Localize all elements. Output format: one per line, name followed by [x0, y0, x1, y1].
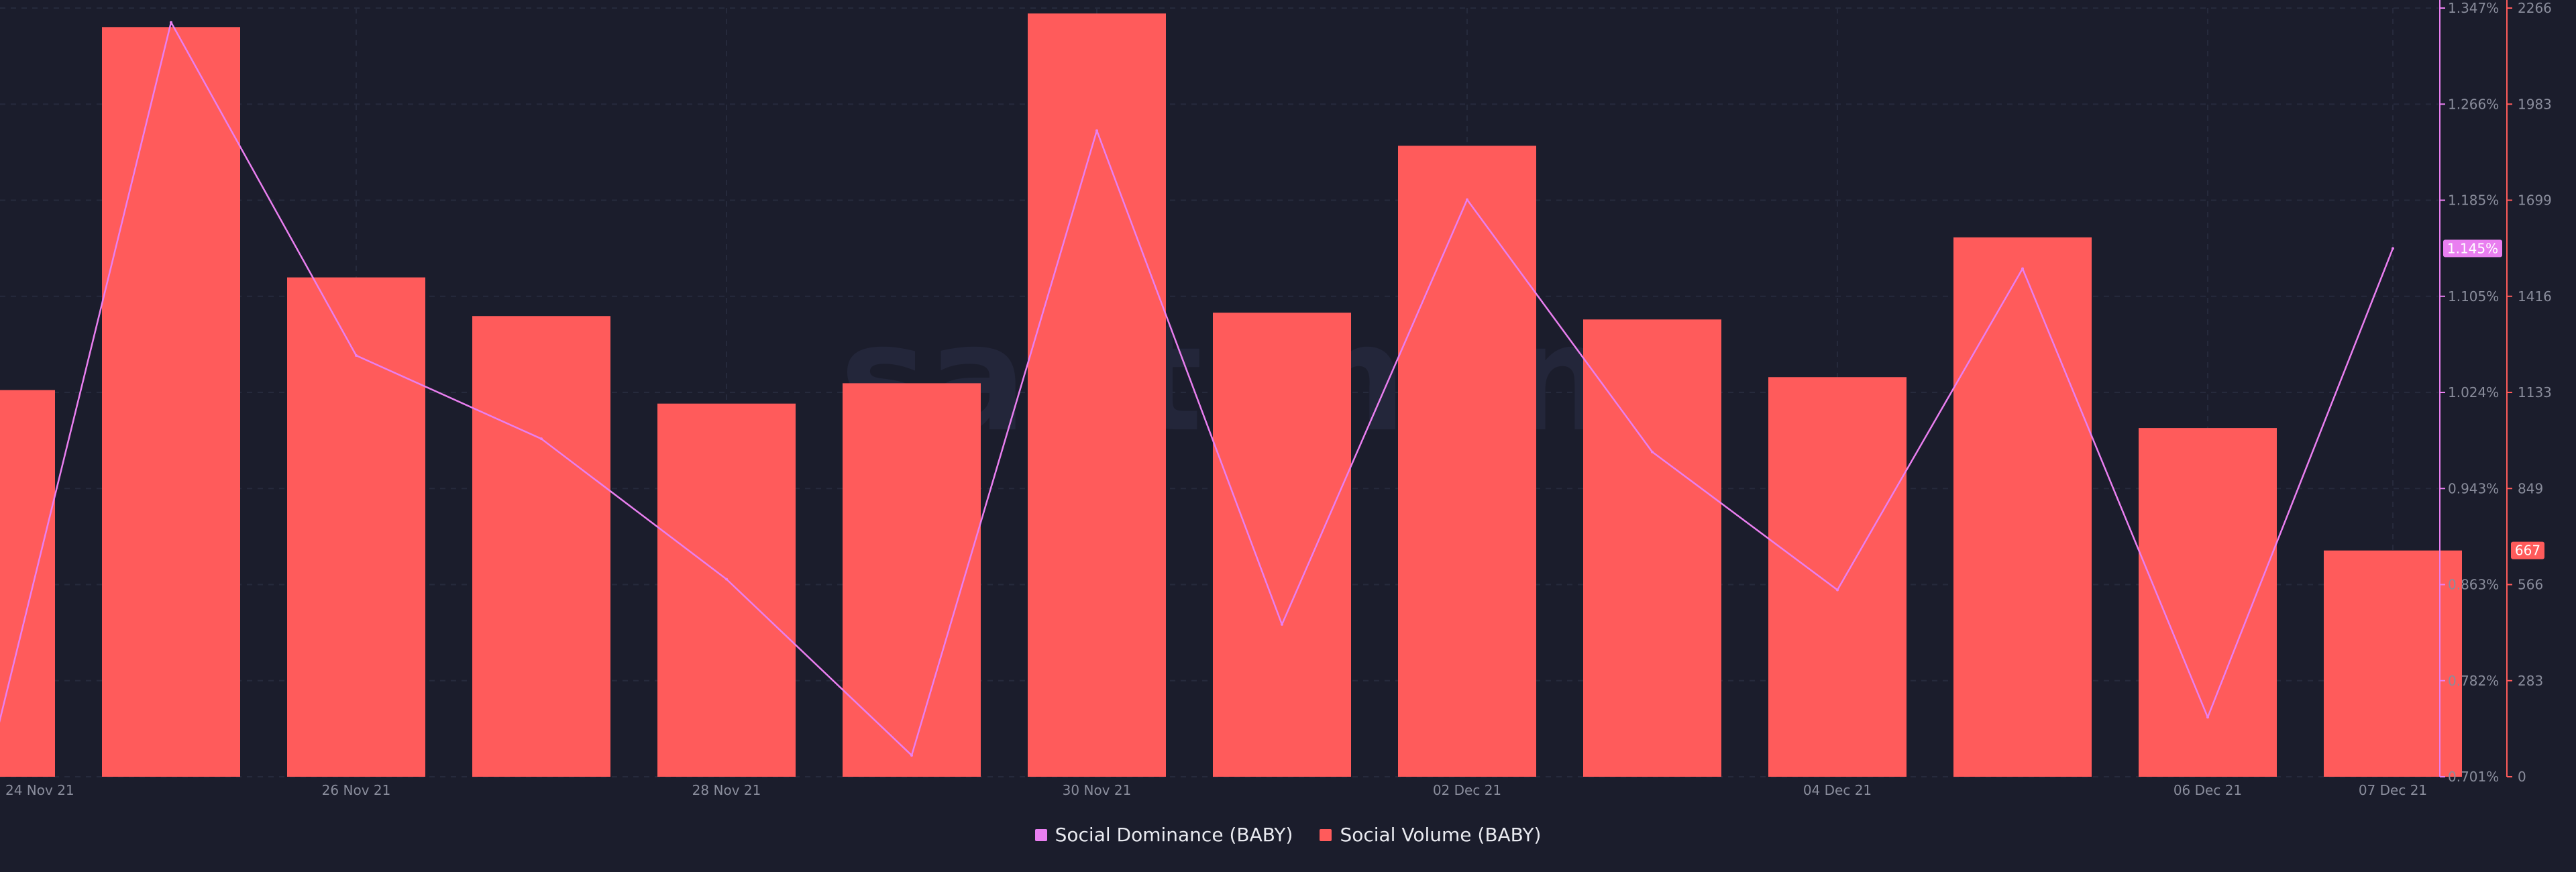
- current-value-label-dominance: 1.145%: [2447, 240, 2498, 256]
- point-social-dominance: [170, 21, 172, 24]
- current-value-label-volume: 667: [2515, 543, 2540, 559]
- point-social-dominance: [2392, 247, 2394, 250]
- current-value-badge-dominance: [2443, 239, 2502, 258]
- y-tick-label-volume: 849: [2518, 480, 2543, 496]
- social-volume-bars: [0, 13, 2462, 777]
- point-social-dominance: [2206, 716, 2209, 719]
- bar-social-volume: [102, 27, 240, 777]
- x-tick-label: 26 Nov 21: [322, 782, 391, 798]
- x-axis: 24 Nov 21 26 Nov 21 28 Nov 21 30 Nov 21 02 D…: [5, 782, 2427, 798]
- bar-social-volume: [657, 403, 796, 777]
- bar-social-volume: [1953, 237, 2092, 777]
- y-axis-social-dominance: 1.347% 1.266% 1.185% 1.105% 1.024% 0.943% 0.86…: [2439, 0, 2502, 785]
- bar-social-volume: [1213, 313, 1351, 777]
- bar-social-volume: [2139, 428, 2277, 777]
- point-social-dominance: [2021, 267, 2024, 270]
- y-tick-label-volume: 1699: [2518, 193, 2552, 209]
- y-tick-label-volume: 283: [2518, 673, 2543, 689]
- point-social-dominance: [1836, 588, 1839, 592]
- x-tick-label: 02 Dec 21: [1433, 782, 1501, 798]
- point-social-dominance: [725, 578, 728, 581]
- bar-social-volume: [0, 390, 55, 777]
- legend-item-social-dominance[interactable]: Social Dominance (BABY): [1034, 824, 1293, 846]
- y-tick-label-volume: 1416: [2518, 288, 2552, 305]
- legend-label-social-dominance: Social Dominance (BABY): [1055, 824, 1293, 846]
- y-tick-label-dominance: 1.266%: [2448, 96, 2499, 112]
- x-tick-label: 06 Dec 21: [2174, 782, 2242, 798]
- y-tick-label-dominance: 0.701%: [2448, 769, 2499, 785]
- x-tick-label: 28 Nov 21: [692, 782, 761, 798]
- y-axis-social-volume: 2266 1983 1699 1416 1133 849 566 283 0 667: [2506, 0, 2552, 785]
- bar-social-volume: [472, 316, 610, 777]
- y-tick-label-dominance: 1.024%: [2448, 384, 2499, 400]
- legend-item-social-volume[interactable]: Social Volume (BABY): [1320, 824, 1541, 846]
- y-tick-label-dominance: 1.185%: [2448, 193, 2499, 209]
- point-social-dominance: [1281, 622, 1283, 626]
- y-tick-label-dominance: 1.105%: [2448, 288, 2499, 305]
- y-tick-label-volume: 0: [2518, 769, 2526, 785]
- legend-label-social-volume: Social Volume (BABY): [1340, 824, 1542, 846]
- point-social-dominance: [540, 437, 543, 441]
- point-social-dominance: [1466, 198, 1468, 201]
- x-tick-label: 30 Nov 21: [1063, 782, 1132, 798]
- y-tick-label-dominance: 0.863%: [2448, 577, 2499, 593]
- y-tick-label-volume: 1983: [2518, 96, 2552, 112]
- point-social-dominance: [1651, 450, 1654, 453]
- y-tick-label-dominance: 1.347%: [2448, 0, 2499, 16]
- bar-social-volume: [2324, 550, 2462, 777]
- point-social-dominance: [910, 754, 913, 757]
- y-tick-label-volume: 1133: [2518, 384, 2552, 400]
- y-tick-label-dominance: 0.782%: [2448, 673, 2499, 689]
- point-social-dominance: [355, 354, 358, 358]
- line-social-dominance: [0, 21, 2394, 757]
- bar-social-volume: [1583, 319, 1721, 777]
- legend-swatch-social-volume: [1320, 828, 1332, 841]
- bar-social-volume: [1028, 13, 1166, 777]
- bar-social-volume: [287, 277, 425, 777]
- x-tick-label: 07 Dec 21: [2359, 782, 2427, 798]
- x-tick-label: 04 Dec 21: [1803, 782, 1872, 798]
- legend-swatch-social-dominance: [1034, 828, 1047, 841]
- bar-social-volume: [843, 383, 981, 777]
- y-tick-label-volume: 566: [2518, 577, 2543, 593]
- y-tick-label-volume: 2266: [2518, 0, 2552, 16]
- x-tick-label: 24 Nov 21: [5, 782, 74, 798]
- chart-legend: Social Dominance (BABY) Social Volume (B…: [0, 824, 2576, 846]
- bar-social-volume: [1398, 146, 1536, 777]
- point-social-dominance: [1095, 129, 1098, 132]
- current-value-badge-volume: [2511, 541, 2544, 559]
- y-tick-label-dominance: 0.943%: [2448, 480, 2499, 496]
- bar-social-volume: [1768, 377, 1907, 777]
- social-dominance-line: [0, 21, 2394, 757]
